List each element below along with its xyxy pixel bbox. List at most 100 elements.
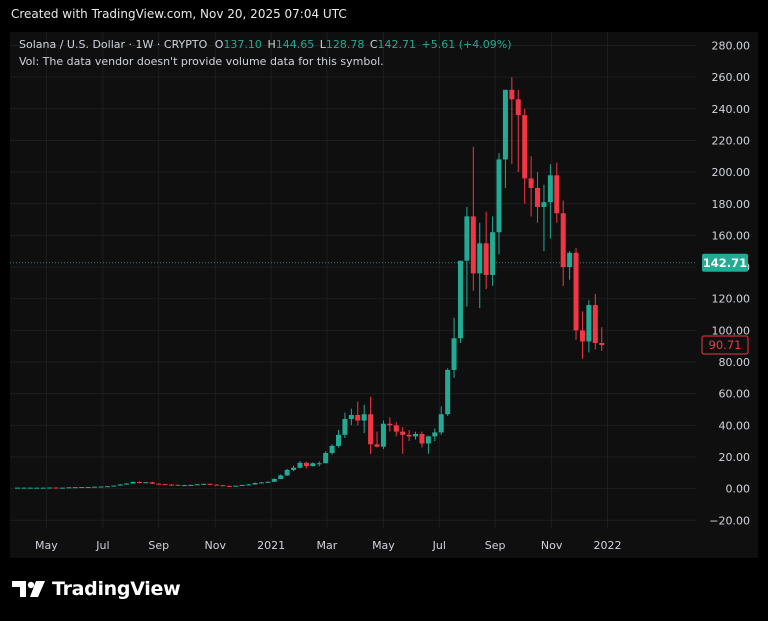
candle-body — [329, 445, 335, 453]
candle-body — [169, 484, 175, 486]
candlestick-chart[interactable]: −20.00 0.00 20.00 40.00 60.00 80.00 100.00 120.… — [10, 32, 758, 558]
price-marker-box — [702, 253, 748, 272]
high-label: H — [267, 38, 276, 51]
candle-body — [310, 463, 316, 467]
candle-body — [291, 467, 297, 470]
candle-body — [342, 418, 348, 435]
y-tick-label: 80.00 — [719, 356, 751, 369]
open-label: O — [214, 38, 224, 51]
candle-body — [432, 432, 438, 437]
candle-body — [592, 305, 598, 344]
candle-body — [104, 486, 110, 488]
candle-body — [79, 487, 85, 489]
symbol-name: Solana / U.S. Dollar — [19, 38, 126, 51]
high-value: 144.65 — [275, 38, 315, 51]
candle-body — [541, 202, 547, 207]
candle-body — [438, 414, 444, 433]
candle-body — [547, 175, 553, 203]
change-value: +5.61 (+4.09%) — [421, 38, 512, 51]
candle-body — [136, 481, 142, 483]
candle-body — [59, 487, 65, 489]
exchange-label: CRYPTO — [163, 38, 208, 51]
y-tick-label: 120.00 — [712, 293, 751, 306]
x-tick-label: Jul — [432, 539, 446, 552]
x-tick-label: Sep — [148, 539, 169, 552]
x-tick-label: May — [35, 539, 58, 552]
candle-body — [303, 462, 309, 467]
y-tick-label: −20.00 — [709, 514, 750, 527]
x-tick-label: 2021 — [257, 539, 285, 552]
candle-body — [368, 414, 374, 445]
x-tick-label: Mar — [317, 539, 338, 552]
x-tick-label: Nov — [541, 539, 563, 552]
candle-body — [464, 216, 470, 261]
x-tick-label: 2022 — [593, 539, 621, 552]
candle-body — [457, 260, 463, 339]
candle-body — [278, 475, 284, 479]
candle-body — [156, 483, 162, 485]
price-marker: 142.71 — [702, 253, 748, 272]
candle-body — [406, 434, 412, 437]
candle-body — [66, 487, 72, 489]
interval-label: 1W — [135, 38, 154, 51]
candle-body — [554, 175, 560, 214]
candle-body — [560, 213, 566, 268]
x-tick-label: Nov — [205, 539, 227, 552]
low-label: L — [319, 38, 326, 51]
footer: TradingView — [0, 558, 768, 621]
y-tick-label: 100.00 — [712, 324, 751, 337]
candle-body — [316, 463, 322, 465]
candle-body — [451, 338, 457, 370]
candle-body — [226, 485, 232, 487]
candle-body — [175, 484, 181, 486]
y-tick-label: 40.00 — [719, 419, 751, 432]
candle-body — [111, 485, 117, 487]
chart-pane[interactable]: −20.00 0.00 20.00 40.00 60.00 80.00 100.00 120.… — [10, 32, 758, 558]
candle-body — [117, 484, 123, 486]
candle-body — [47, 487, 53, 489]
price-marker-label: 142.71 — [703, 256, 747, 270]
candle-body — [573, 252, 579, 331]
close-value: 142.71 — [377, 38, 417, 51]
candle-body — [98, 486, 104, 488]
candle-body — [355, 415, 361, 421]
candle-body — [72, 487, 78, 489]
y-tick-label: 0.00 — [726, 483, 751, 496]
candle-body — [233, 485, 239, 487]
brand-name: TradingView — [52, 578, 181, 600]
candle-body — [220, 485, 226, 487]
candle-body — [188, 484, 194, 486]
candle-body — [400, 431, 406, 435]
x-tick-label: Sep — [485, 539, 506, 552]
candle-body — [336, 434, 341, 446]
y-tick-label: 20.00 — [719, 451, 751, 464]
candle-body — [284, 469, 290, 476]
top-bar: Created with TradingView.com, Nov 20, 20… — [0, 0, 768, 32]
price-marker: 90.71 — [701, 335, 749, 355]
candle-body — [40, 487, 46, 489]
candle-body — [477, 243, 483, 274]
candle-body — [586, 305, 592, 342]
candle-body — [162, 484, 168, 486]
y-tick-label: 280.00 — [712, 40, 751, 53]
candle-body — [509, 89, 515, 100]
candle-body — [567, 252, 573, 268]
candle-body — [380, 423, 386, 447]
close-label: C — [369, 38, 378, 51]
candle-body — [53, 487, 59, 489]
candle-body — [425, 436, 431, 444]
candle-body — [419, 434, 425, 444]
y-tick-label: 60.00 — [719, 388, 751, 401]
candle-body — [21, 487, 27, 489]
candle-body — [207, 483, 213, 485]
x-tick-label: May — [372, 539, 395, 552]
candle-body — [528, 178, 534, 188]
candle-body — [85, 487, 91, 489]
candle-body — [374, 444, 380, 447]
candle-body — [194, 484, 200, 486]
tradingview-brand[interactable]: TradingView — [12, 574, 181, 604]
y-tick-label: 260.00 — [712, 71, 751, 84]
candle-body — [470, 216, 476, 274]
candle-body — [149, 482, 155, 484]
candle-body — [239, 484, 245, 486]
